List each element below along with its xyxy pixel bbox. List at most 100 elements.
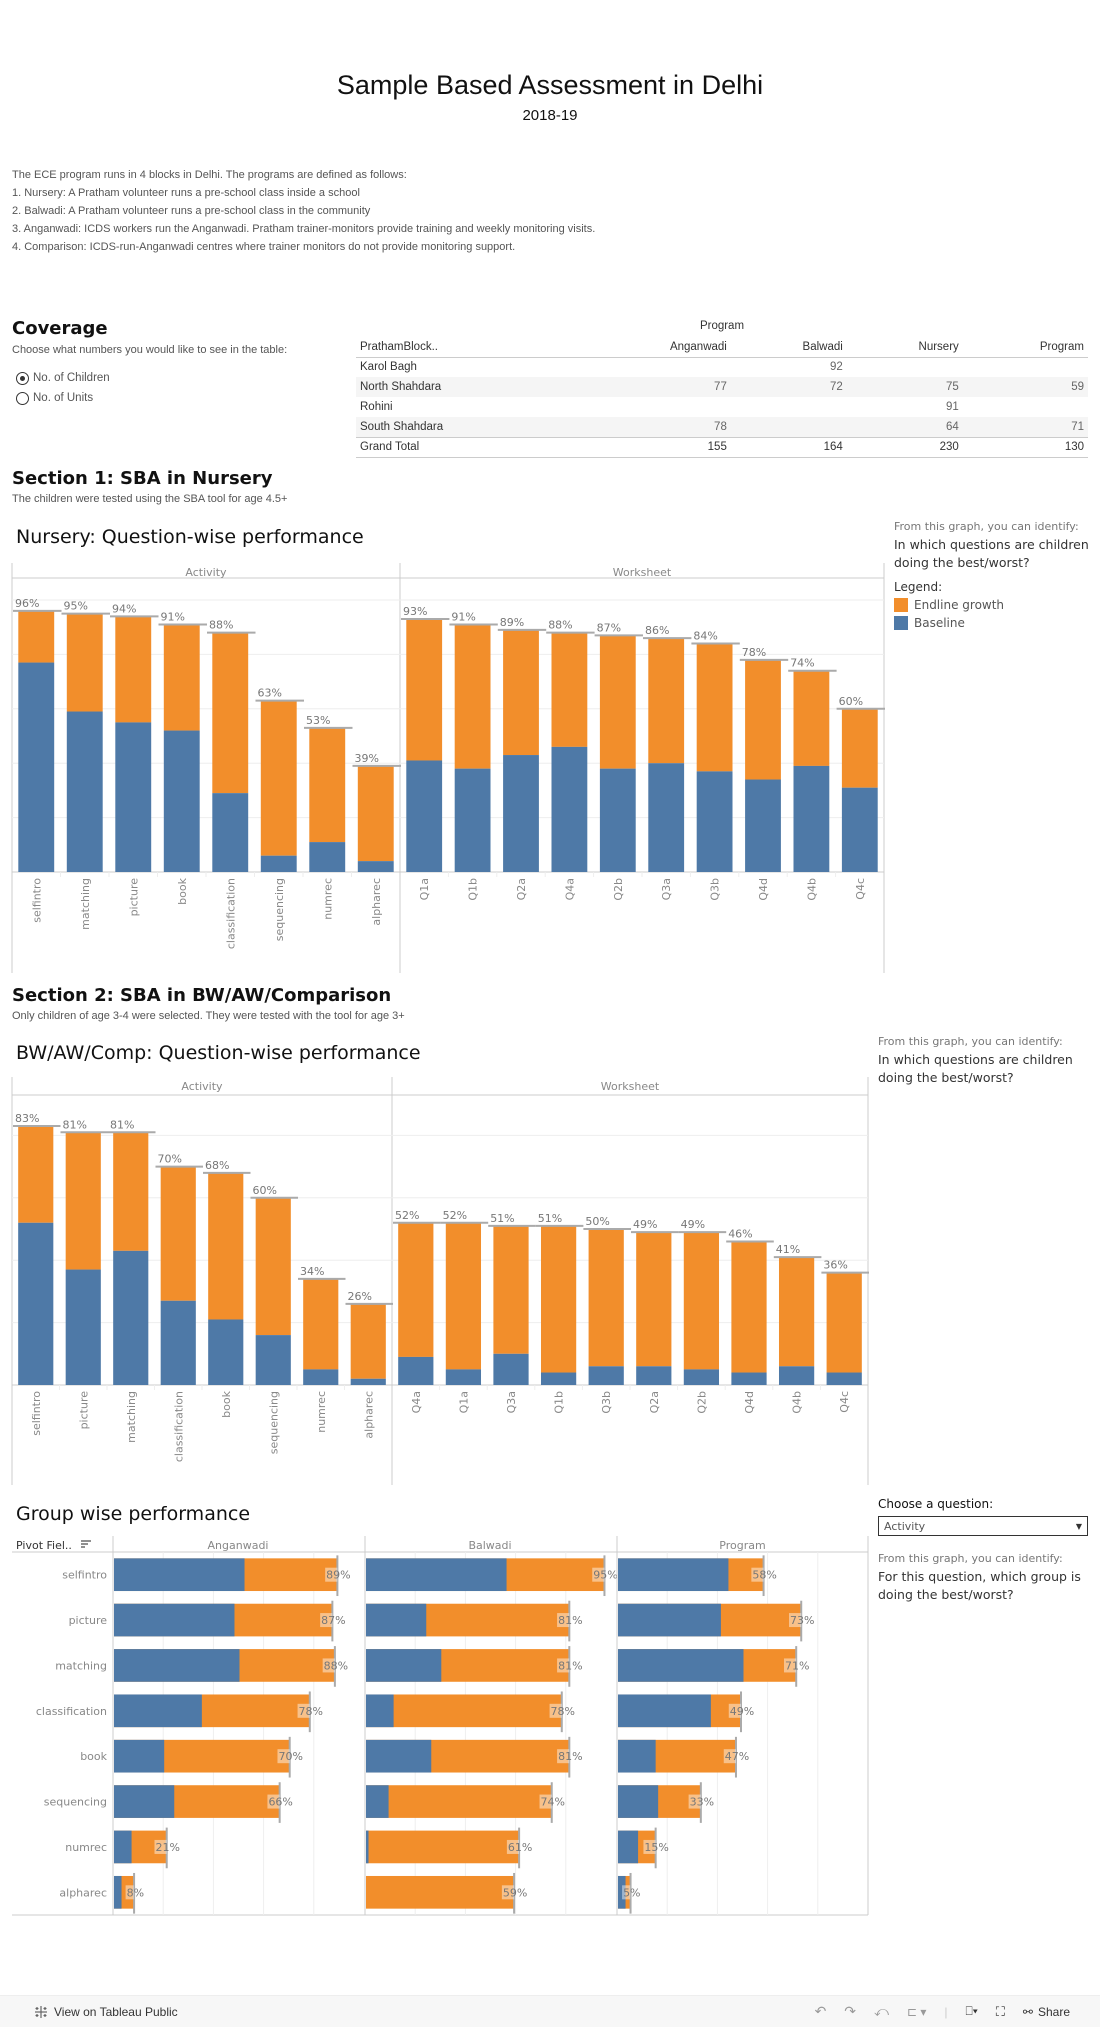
category-label: Q4a — [410, 1391, 423, 1413]
table-cell: North Shahdara — [356, 377, 575, 397]
category-label: alpharec — [370, 878, 383, 926]
data-label: 60% — [839, 695, 863, 708]
bar-endline-growth — [255, 1197, 291, 1336]
data-label: 5% — [623, 1886, 640, 1899]
bar-endline-growth — [454, 624, 491, 769]
table-cell: South Shahdara — [356, 417, 575, 437]
tableau-toolbar: View on Tableau Public ↶ ↷ ⤺ ⊏ ▾ | ⎕▾ ⛶ … — [0, 1995, 1100, 2027]
bwawcomp-chart-title: BW/AW/Comp: Question-wise performance — [16, 1042, 421, 1064]
bar-endline-growth — [212, 632, 249, 794]
radio-option-children[interactable]: No. of Children — [16, 368, 110, 388]
column-header[interactable]: Anganwadi — [574, 337, 731, 358]
category-label: alpharec — [59, 1886, 107, 1899]
bar-baseline — [18, 662, 55, 872]
view-on-tableau-link[interactable]: View on Tableau Public — [34, 2005, 178, 2019]
bar-baseline — [114, 1739, 165, 1773]
legend-title: Legend: — [894, 580, 943, 594]
data-label-background — [622, 1885, 631, 1900]
category-label: picture — [127, 878, 140, 917]
column-header[interactable]: Balwadi — [730, 337, 847, 358]
category-label: classification — [224, 878, 237, 949]
data-label: 81% — [63, 1118, 87, 1131]
category-label: numrec — [65, 1841, 107, 1854]
question-dropdown[interactable]: Activity ▼ — [878, 1516, 1088, 1536]
data-label: 41% — [776, 1243, 800, 1256]
legend-label: Endline growth — [914, 598, 1005, 612]
data-label: 89% — [326, 1569, 350, 1582]
table-cell: 78 — [574, 417, 731, 437]
data-label: 88% — [324, 1659, 348, 1672]
bar-endline-growth — [648, 638, 685, 764]
data-label: 81% — [110, 1118, 134, 1131]
bar-endline-growth — [65, 1132, 101, 1270]
category-label: numrec — [315, 1391, 328, 1433]
coverage-table-group-header: Program — [699, 320, 745, 332]
bar-baseline — [357, 861, 394, 872]
data-label-background — [557, 1613, 570, 1628]
revert-icon[interactable]: ⤺ — [874, 2003, 889, 2019]
bar-baseline — [366, 1649, 442, 1682]
category-label: picture — [77, 1391, 90, 1430]
download-icon[interactable]: ⎕▾ — [965, 2004, 978, 2018]
undo-icon[interactable]: ↶ — [814, 2003, 827, 2019]
table-cell: 164 — [730, 436, 847, 458]
data-label-background — [723, 1749, 736, 1764]
table-cell — [963, 357, 1088, 377]
column-header[interactable]: Program — [962, 337, 1088, 358]
data-label-background — [789, 1613, 802, 1628]
data-label: 78% — [551, 1705, 575, 1718]
fullscreen-icon[interactable]: ⛶ — [995, 2003, 1005, 2019]
data-label: 81% — [558, 1750, 582, 1763]
category-label: matching — [125, 1391, 138, 1443]
section2-description: Only children of age 3-4 were selected. … — [12, 1010, 405, 1022]
bar-baseline — [114, 1785, 175, 1818]
category-label: Q4c — [838, 1391, 851, 1413]
bar-endline-growth — [366, 1875, 515, 1909]
refresh-icon[interactable]: ⊏ ▾ — [907, 2004, 927, 2019]
column-header[interactable]: Nursery — [846, 337, 963, 358]
group-note: From this graph, you can identify: For t… — [878, 1552, 1093, 1604]
legend-item-baseline[interactable]: Baseline — [894, 616, 1094, 630]
data-label-background — [557, 1658, 570, 1673]
bar-endline-growth — [745, 659, 781, 780]
table-cell: 77 — [574, 377, 731, 397]
bar-baseline — [366, 1603, 427, 1637]
column-header[interactable]: PrathamBlock.. — [356, 337, 575, 358]
bar-baseline — [683, 1369, 720, 1385]
bar-baseline — [618, 1558, 729, 1592]
category-label: Q1a — [418, 878, 431, 900]
bar-baseline — [618, 1875, 626, 1909]
radio-button[interactable] — [16, 391, 29, 405]
intro-line: 3. Anganwadi: ICDS workers run the Angan… — [12, 223, 596, 235]
data-label: 89% — [500, 616, 524, 629]
group-controls: Choose a question: Activity ▼ From this … — [878, 1497, 1093, 1604]
bar-baseline — [366, 1739, 432, 1773]
data-label: 71% — [785, 1659, 809, 1672]
bar-endline-growth — [113, 1132, 149, 1251]
bar-baseline — [406, 760, 443, 872]
table-header-row: PrathamBlock.. Anganwadi Balwadi Nursery… — [356, 337, 1088, 358]
bar-baseline — [551, 746, 588, 872]
redo-icon[interactable]: ↷ — [844, 2003, 857, 2019]
data-label-background — [320, 1613, 333, 1628]
legend-item-endline[interactable]: Endline growth — [894, 598, 1094, 612]
table-cell — [963, 397, 1088, 417]
data-label: 26% — [348, 1290, 372, 1303]
radio-button-selected[interactable] — [16, 371, 29, 385]
data-label: 86% — [645, 624, 669, 637]
section1-description: The children were tested using the SBA t… — [12, 493, 288, 505]
radio-option-units[interactable]: No. of Units — [16, 388, 110, 408]
coverage-heading: Coverage — [12, 318, 108, 339]
share-button[interactable]: ⚯ Share — [1023, 2005, 1070, 2019]
table-row: Rohini 91 — [356, 397, 1088, 417]
data-label: 81% — [558, 1659, 582, 1672]
nursery-chart: Activity 96% selfintro 95% matching 94% pictur… — [11, 563, 885, 973]
panel-header-program: Program — [719, 1539, 765, 1552]
sort-icon[interactable] — [81, 1540, 91, 1548]
category-label: selfintro — [30, 878, 43, 923]
bar-baseline — [350, 1378, 386, 1385]
category-label: book — [80, 1750, 107, 1763]
category-label: book — [176, 877, 189, 904]
bar-endline-growth — [303, 1278, 339, 1370]
data-label: 15% — [644, 1841, 668, 1854]
